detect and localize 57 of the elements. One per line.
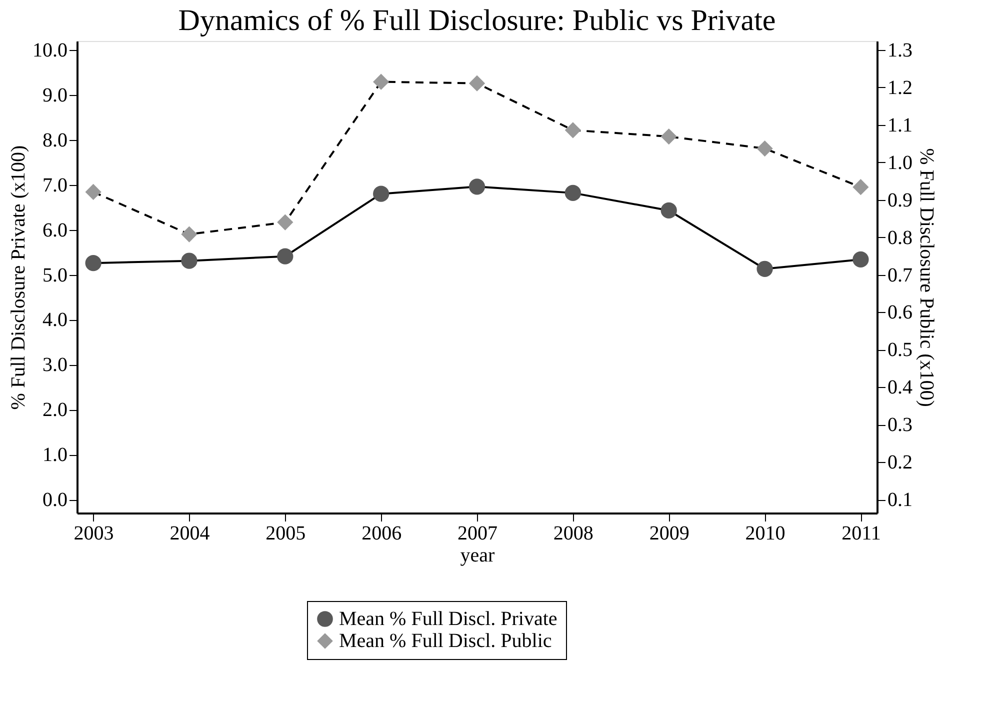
y2-tick-label: 0.2: [888, 452, 912, 474]
point: [852, 251, 869, 268]
point: [468, 178, 486, 195]
point: [468, 75, 486, 92]
y-tick-label: 2.0: [42, 399, 68, 422]
point: [756, 260, 773, 277]
y-tick-label: 10.0: [32, 39, 68, 62]
x-tick-label: 2003: [74, 522, 114, 544]
y2-tick-label: 0.6: [888, 302, 912, 324]
point: [564, 184, 581, 201]
point: [852, 179, 869, 196]
y-tick-label: 7.0: [42, 174, 68, 196]
x-tick-label: 2006: [362, 522, 402, 544]
x-tick-label: 2010: [745, 522, 786, 544]
y2-tick-label: 0.5: [888, 339, 912, 362]
y2-tick-label: 0.9: [888, 189, 912, 212]
point: [660, 202, 677, 219]
y-axis-title: % Full Disclosure Private (x100): [8, 145, 30, 410]
legend-label: Mean % Full Discl. Public: [339, 630, 552, 652]
x-tick-label: 2008: [553, 522, 594, 544]
point: [85, 255, 102, 272]
x-tick-label: 2004: [170, 522, 210, 544]
y-tick-label: 1.0: [42, 444, 68, 466]
y2-tick-label: 1.1: [888, 114, 912, 136]
x-axis-title: year: [460, 544, 496, 566]
chart-title: Dynamics of % Full Disclosure: Public vs Private: [178, 4, 776, 37]
y2-axis-title: % Full Disclosure Public (x100): [916, 148, 938, 407]
y2-tick-label: 1.2: [888, 76, 912, 99]
point: [373, 186, 390, 202]
legend-label: Mean % Full Discl. Private: [339, 608, 558, 630]
y-tick-label: 5.0: [42, 264, 68, 286]
y-tick-label: 6.0: [42, 219, 68, 242]
point: [277, 214, 294, 230]
point: [373, 74, 390, 90]
y2-tick-label: 0.4: [888, 376, 912, 399]
y-tick-label: 0.0: [42, 489, 68, 512]
x-tick-label: 2009: [649, 522, 690, 544]
point: [181, 252, 198, 269]
y2-tick-label: 1.3: [888, 39, 912, 62]
point: [277, 248, 294, 264]
point: [181, 226, 198, 242]
x-tick-label: 2005: [266, 522, 306, 544]
y2-tick-label: 0.7: [888, 264, 912, 286]
y2-tick-label: 1.0: [888, 152, 912, 174]
point: [756, 140, 773, 157]
y2-tick-label: 0.1: [888, 489, 912, 512]
point: [564, 122, 581, 138]
y2-tick-label: 0.3: [888, 414, 912, 436]
y-tick-label: 3.0: [42, 354, 68, 376]
x-tick-label: 2011: [842, 522, 881, 544]
y-tick-label: 9.0: [42, 84, 68, 106]
y2-tick-label: 0.8: [888, 226, 912, 249]
point: [660, 128, 677, 145]
point: [85, 184, 102, 200]
y-tick-label: 4.0: [42, 309, 68, 332]
x-tick-label: 2007: [458, 522, 498, 544]
y-tick-label: 8.0: [42, 129, 68, 152]
